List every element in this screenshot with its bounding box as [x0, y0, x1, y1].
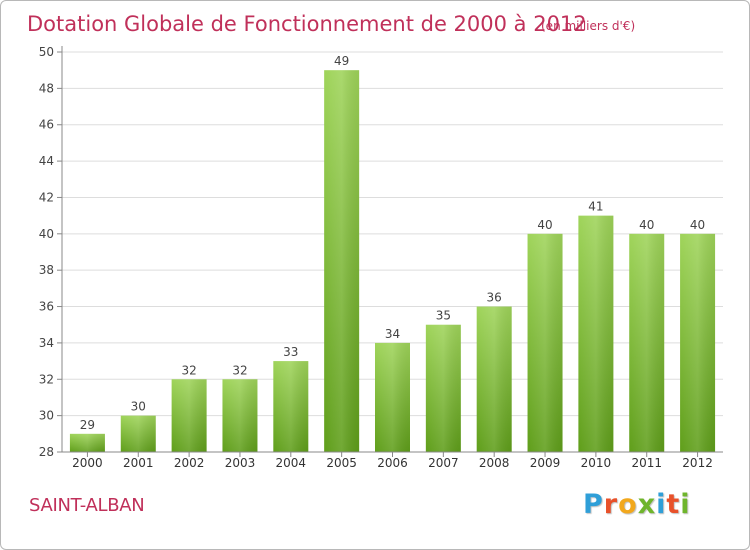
x-tick-label: 2006: [377, 456, 408, 470]
logo-letter: x: [637, 489, 657, 520]
data-label: 32: [181, 363, 196, 377]
y-tick-label: 36: [39, 300, 54, 314]
logo-letter: P: [583, 489, 604, 520]
chart-title: Dotation Globale de Fonctionnement de 20…: [27, 12, 587, 36]
x-tick-label: 2005: [326, 456, 357, 470]
y-tick-label: 32: [39, 372, 54, 386]
bar-highlight: [680, 233, 716, 452]
data-label: 41: [588, 200, 603, 214]
chart-unit-note: (en milliers d'€): [541, 19, 635, 33]
y-tick-label: 42: [39, 190, 54, 204]
x-tick-label: 2011: [631, 456, 662, 470]
bar-layer: 29 30 32 32 33 49 34 35 36 40 41 40 40: [69, 54, 716, 452]
logo-letter: i: [656, 489, 667, 520]
data-label: 40: [537, 218, 552, 232]
x-tick-label: 2007: [428, 456, 459, 470]
x-tick-label: 2003: [225, 456, 256, 470]
data-label: 49: [334, 54, 349, 68]
y-tick-label: 44: [39, 154, 54, 168]
data-label: 35: [436, 309, 451, 323]
logo-letter: i: [680, 489, 691, 520]
y-tick-label: 28: [39, 445, 54, 459]
x-tick-label: 2010: [581, 456, 612, 470]
commune-name: SAINT-ALBAN: [29, 495, 145, 516]
bar-highlight: [527, 233, 563, 452]
data-label: 40: [690, 218, 705, 232]
logo-letter: t: [666, 489, 681, 520]
y-tick-label: 34: [39, 336, 54, 350]
bar-highlight: [476, 306, 512, 452]
bar-highlight: [629, 233, 665, 452]
y-tick-label: 30: [39, 409, 54, 423]
axis-layer: 28 30 32 34 36 38 40 42 44 46 48 50 2000 2001 2002 2003…: [39, 45, 723, 470]
y-tick-label: 40: [39, 227, 54, 241]
x-tick-label: 2002: [174, 456, 205, 470]
logo-letter: o: [618, 489, 638, 520]
x-tick-label: 2000: [72, 456, 103, 470]
x-tick-label: 2012: [682, 456, 713, 470]
x-tick-label: 2008: [479, 456, 510, 470]
data-label: 32: [232, 363, 247, 377]
bar-highlight: [222, 379, 258, 452]
data-label: 29: [80, 418, 95, 432]
y-tick-label: 48: [39, 81, 54, 95]
bar-highlight: [375, 342, 410, 452]
x-tick-label: 2001: [123, 456, 154, 470]
y-tick-label: 50: [39, 45, 54, 59]
proxiti-logo[interactable]: Proxiti: [583, 489, 691, 520]
data-label: 36: [487, 291, 502, 305]
data-label: 40: [639, 218, 654, 232]
logo-letter: r: [603, 489, 619, 520]
y-tick-label: 46: [39, 118, 54, 132]
x-tick-label: 2009: [530, 456, 561, 470]
bar-highlight: [69, 433, 105, 452]
bar-highlight: [120, 415, 156, 452]
bar-highlight: [578, 215, 614, 452]
data-label: 30: [131, 400, 146, 414]
data-label: 34: [385, 327, 400, 341]
bar-highlight: [171, 379, 207, 452]
data-label: 33: [283, 345, 298, 359]
x-tick-label: 2004: [276, 456, 307, 470]
bar-highlight: [324, 70, 360, 452]
bar-highlight: [273, 361, 309, 452]
y-tick-label: 38: [39, 263, 54, 277]
bar-highlight: [425, 324, 461, 452]
